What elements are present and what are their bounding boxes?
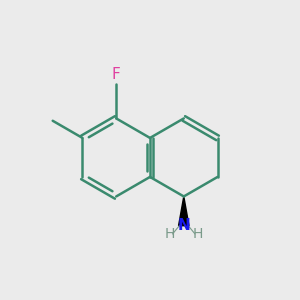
Text: N: N: [177, 218, 190, 233]
Polygon shape: [178, 196, 189, 226]
Text: H: H: [164, 227, 175, 241]
Text: H: H: [193, 227, 203, 241]
Text: F: F: [112, 67, 121, 82]
